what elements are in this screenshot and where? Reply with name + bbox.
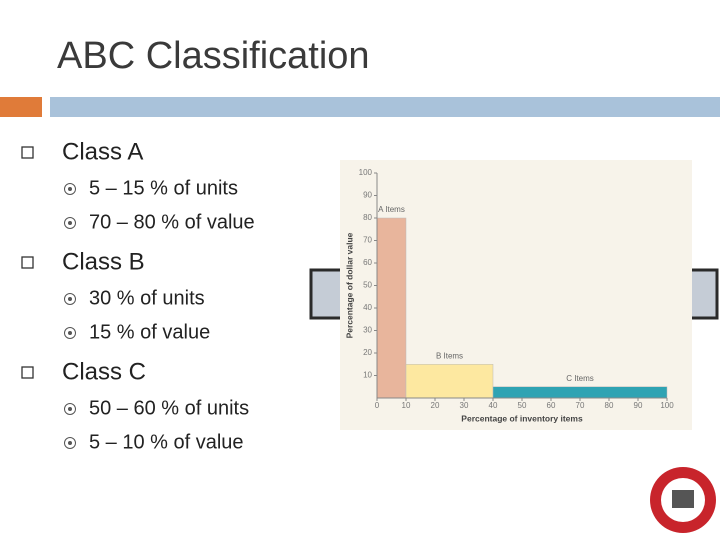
- y-tick-label: 80: [363, 213, 372, 222]
- x-tick-label: 40: [489, 401, 498, 410]
- bullet-text: Class B: [62, 248, 145, 275]
- bar: [405, 364, 494, 399]
- sub-bullet-dot: [68, 187, 72, 191]
- sub-bullet-marker: [64, 183, 76, 195]
- slide-title: ABC Classification: [57, 35, 370, 77]
- bar-label: A Items: [378, 205, 405, 214]
- bullet-text: Class A: [62, 138, 143, 165]
- sub-bullet-text: 50 – 60 % of units: [89, 397, 249, 419]
- sub-bullet-marker: [64, 293, 76, 305]
- sub-bullet-marker: [64, 327, 76, 339]
- bullet-marker: [21, 366, 34, 379]
- y-axis-label: Percentage of dollar value: [344, 232, 354, 338]
- x-tick-label: 30: [460, 401, 469, 410]
- sub-bullet-dot: [68, 331, 72, 335]
- y-tick-label: 30: [363, 326, 372, 335]
- y-tick-label: 60: [363, 258, 372, 267]
- x-tick-label: 100: [660, 401, 674, 410]
- bar: [376, 217, 407, 399]
- y-tick-label: 50: [363, 281, 372, 290]
- bullet-marker: [21, 146, 34, 159]
- y-tick-label: 20: [363, 348, 372, 357]
- x-tick-label: 50: [518, 401, 527, 410]
- y-tick-label: 10: [363, 371, 372, 380]
- bullet-text: Class C: [62, 358, 146, 385]
- y-tick-label: 90: [363, 191, 372, 200]
- x-tick-label: 0: [375, 401, 380, 410]
- sub-bullet-marker: [64, 217, 76, 229]
- x-tick-label: 10: [402, 401, 411, 410]
- sub-bullet-dot: [68, 407, 72, 411]
- x-axis-label: Percentage of inventory items: [461, 413, 583, 423]
- sub-bullet-dot: [68, 297, 72, 301]
- y-tick-label: 100: [359, 168, 373, 177]
- sub-bullet-dot: [68, 221, 72, 225]
- bullet-marker: [21, 256, 34, 269]
- sub-bullet-text: 70 – 80 % of value: [89, 211, 255, 233]
- sub-bullet-text: 15 % of value: [89, 321, 210, 343]
- x-tick-label: 80: [605, 401, 614, 410]
- sub-bullet-marker: [64, 437, 76, 449]
- sub-bullet-marker: [64, 403, 76, 415]
- logo: [650, 467, 716, 533]
- accent-bar: [0, 97, 42, 117]
- title-bar: [50, 97, 720, 117]
- sub-bullet-text: 5 – 10 % of value: [89, 431, 244, 453]
- x-tick-label: 20: [431, 401, 440, 410]
- bar: [492, 386, 668, 399]
- sub-bullet-dot: [68, 441, 72, 445]
- x-tick-label: 90: [634, 401, 643, 410]
- bar-label: B Items: [436, 351, 463, 360]
- x-tick-label: 70: [576, 401, 585, 410]
- x-tick-label: 60: [547, 401, 556, 410]
- bar-label: C Items: [566, 374, 594, 383]
- y-tick-label: 70: [363, 236, 372, 245]
- sub-bullet-text: 5 – 15 % of units: [89, 177, 238, 199]
- y-tick-label: 40: [363, 303, 372, 312]
- sub-bullet-text: 30 % of units: [89, 287, 205, 309]
